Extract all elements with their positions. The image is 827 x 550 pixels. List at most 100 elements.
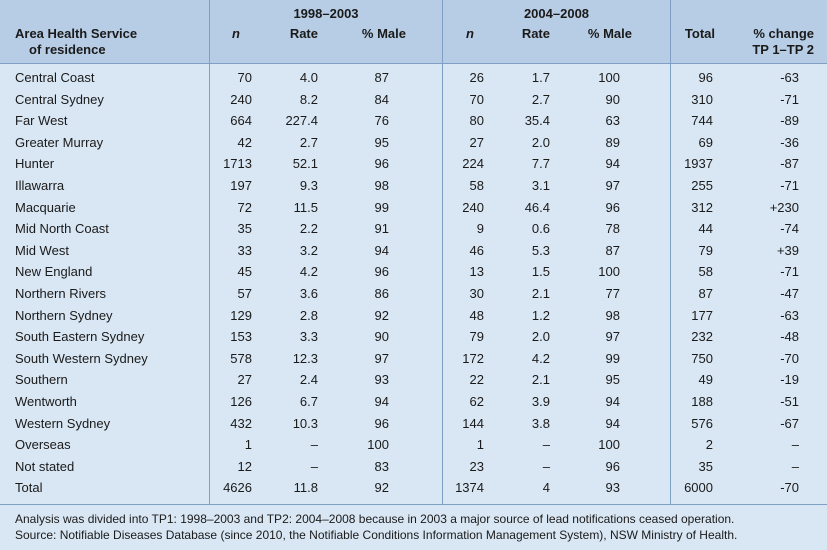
table-row: Greater Murray 42 2.7 95 27 2.0 89 69 -36 xyxy=(0,132,827,154)
total-cell: 6000 xyxy=(684,480,713,496)
n2-cell: 80 xyxy=(469,113,484,129)
total-cell: 58 xyxy=(698,264,713,280)
total-cell: 96 xyxy=(698,70,713,85)
rate1-cell: 52.1 xyxy=(292,156,318,172)
total-cell: 2 xyxy=(705,437,713,453)
male1-cell: 96 xyxy=(374,156,389,172)
change-cell: -63 xyxy=(780,307,799,323)
area-name-cell: Illawarra xyxy=(15,178,65,193)
area-name-cell: New England xyxy=(15,264,93,280)
male2-cell: 96 xyxy=(605,458,620,474)
rate2-cell: 3.8 xyxy=(531,415,550,431)
total-cell: 310 xyxy=(691,91,713,107)
rate1-cell: 2.2 xyxy=(299,221,318,237)
male2-cell: 97 xyxy=(605,329,620,345)
total-header: Total xyxy=(684,26,715,41)
male1-cell: 76 xyxy=(374,113,389,129)
n1-cell: 153 xyxy=(230,329,252,345)
male2-cell: 100 xyxy=(598,264,620,280)
area-name-cell: Mid West xyxy=(15,242,69,258)
total-cell: 750 xyxy=(691,350,713,366)
table-row: Southern 27 2.4 93 22 2.1 95 49 -19 xyxy=(0,369,827,391)
area-name-cell: Greater Murray xyxy=(15,134,104,150)
change-cell: -70 xyxy=(780,350,799,366)
male2-cell: 89 xyxy=(605,134,620,150)
table-row: Overseas 1 – 100 1 – 100 2 – xyxy=(0,434,827,456)
n1-cell: 1 xyxy=(244,437,252,453)
male2-cell: 95 xyxy=(605,372,620,388)
table-row: South Eastern Sydney 153 3.3 90 79 2.0 97 232 -4… xyxy=(0,326,827,348)
n2-cell: 9 xyxy=(476,221,484,237)
rate1-header: Rate xyxy=(289,26,318,41)
area-name-cell: Overseas xyxy=(15,437,71,453)
male1-cell: 94 xyxy=(374,242,389,258)
male1-cell: 98 xyxy=(374,178,389,193)
n2-cell: 62 xyxy=(469,394,484,409)
change-cell: -63 xyxy=(780,70,799,85)
male1-header: % Male xyxy=(361,26,406,41)
rate1-cell: 4.2 xyxy=(299,264,318,280)
male2-cell: 93 xyxy=(605,480,620,496)
rate1-cell: 3.6 xyxy=(299,286,318,301)
n2-cell: 1374 xyxy=(455,480,484,496)
n2-cell: 1 xyxy=(476,437,484,453)
rate1-cell: 11.5 xyxy=(293,199,318,215)
rate1-cell: 9.3 xyxy=(299,178,318,193)
rate2-cell: 2.1 xyxy=(531,286,550,301)
total-cell: 312 xyxy=(691,199,713,215)
n2-cell: 79 xyxy=(469,329,484,345)
period2-header: 2004–2008 xyxy=(523,6,590,21)
table-row: Total 4626 11.8 92 1374 4 93 6000 -70 xyxy=(0,477,827,499)
area-name-cell: Total xyxy=(15,480,43,496)
male2-cell: 87 xyxy=(605,242,620,258)
footnote-source: Source: Notifiable Diseases Database (si… xyxy=(15,528,738,542)
column-divider xyxy=(209,0,210,504)
n2-cell: 30 xyxy=(469,286,484,301)
table-row: Northern Rivers 57 3.6 86 30 2.1 77 87 -47 xyxy=(0,283,827,305)
n2-cell: 23 xyxy=(469,458,484,474)
column-divider xyxy=(670,0,671,504)
change-cell: -67 xyxy=(780,415,799,431)
n2-cell: 224 xyxy=(462,156,484,172)
rate1-cell: 2.4 xyxy=(299,372,318,388)
total-cell: 69 xyxy=(698,134,713,150)
area-name-cell: Central Coast xyxy=(15,70,95,85)
change-cell: -47 xyxy=(780,286,799,301)
change-cell: – xyxy=(791,437,799,453)
total-cell: 35 xyxy=(698,458,713,474)
rate2-header: Rate xyxy=(521,26,550,41)
male2-cell: 94 xyxy=(605,394,620,409)
rate2-cell: – xyxy=(542,437,550,453)
male2-cell: 94 xyxy=(605,415,620,431)
n1-cell: 240 xyxy=(230,91,252,107)
rate1-cell: 3.2 xyxy=(299,242,318,258)
change-cell: -89 xyxy=(780,113,799,129)
change-cell: +39 xyxy=(776,242,799,258)
male1-cell: 96 xyxy=(374,264,389,280)
male1-cell: 84 xyxy=(374,91,389,107)
rate1-cell: 8.2 xyxy=(299,91,318,107)
n2-cell: 46 xyxy=(469,242,484,258)
rate2-cell: 1.2 xyxy=(531,307,550,323)
change-cell: +230 xyxy=(769,199,799,215)
male2-cell: 77 xyxy=(605,286,620,301)
change-cell: -87 xyxy=(780,156,799,172)
n2-cell: 22 xyxy=(469,372,484,388)
total-cell: 255 xyxy=(691,178,713,193)
area-name-cell: Wentworth xyxy=(15,394,77,409)
rate1-cell: 12.3 xyxy=(292,350,318,366)
table-row: Central Sydney 240 8.2 84 70 2.7 90 310 -71 xyxy=(0,89,827,111)
n1-cell: 45 xyxy=(237,264,252,280)
total-cell: 79 xyxy=(698,242,713,258)
male1-cell: 90 xyxy=(374,329,389,345)
footer-divider xyxy=(0,504,827,505)
total-cell: 576 xyxy=(691,415,713,431)
area-name-cell: Macquarie xyxy=(15,199,76,215)
n1-cell: 12 xyxy=(237,458,252,474)
n1-cell: 432 xyxy=(230,415,252,431)
change-cell: -19 xyxy=(780,372,799,388)
n1-cell: 35 xyxy=(237,221,252,237)
n1-cell: 72 xyxy=(237,199,252,215)
area-name-cell: Northern Rivers xyxy=(15,286,107,301)
